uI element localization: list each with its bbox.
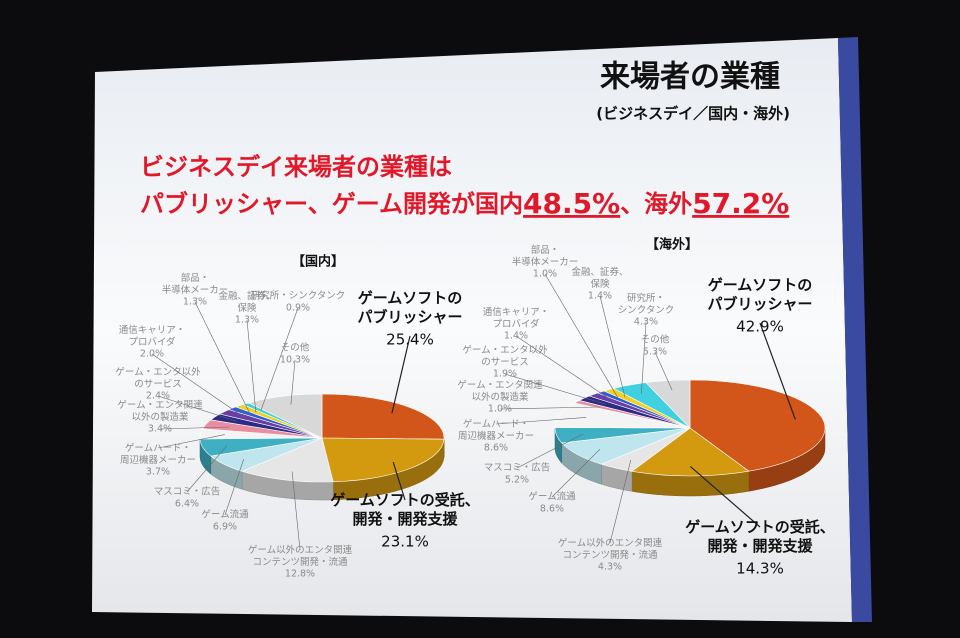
headline-part: パブリッシャー、ゲーム開発が国内	[140, 190, 523, 218]
leader-line	[290, 359, 296, 405]
category-label: ゲーム流通	[201, 509, 249, 521]
value-label-large: 42.9%	[736, 318, 784, 336]
pie-title: 【国内】	[292, 254, 344, 270]
value-label: 0.9%	[286, 303, 310, 314]
category-label: 研究所・シンクタンク	[251, 290, 346, 302]
value-label: 8.6%	[540, 504, 564, 515]
value-label: 1.4%	[588, 291, 612, 302]
leader-line	[151, 353, 244, 418]
leader-line	[159, 426, 230, 430]
category-label-large: ゲームソフトの受託、開発・開発支援	[330, 491, 480, 528]
value-label: 4.3%	[598, 562, 622, 573]
leader-line	[186, 445, 228, 493]
leader-line	[641, 321, 647, 394]
category-label: ゲームハード・周辺機器メーカー	[120, 442, 196, 466]
category-label: 通信キャリア・プロバイダ	[483, 306, 550, 330]
category-label: その他	[641, 334, 670, 346]
value-label: 1.4%	[504, 331, 528, 342]
pie-slice	[631, 427, 750, 477]
leader-line	[391, 335, 411, 414]
category-label: 部品・半導体メーカー	[162, 272, 229, 296]
category-label: 金融、証券、保険	[571, 266, 628, 290]
value-label: 1.3%	[183, 297, 207, 308]
category-label: マスコミ・広告	[484, 462, 551, 474]
value-label: 4.3%	[634, 317, 658, 328]
value-label: 10.3%	[280, 355, 310, 366]
category-label: ゲーム流通	[528, 491, 576, 503]
value-label: 1.9%	[493, 369, 517, 380]
leader-line	[495, 417, 587, 425]
category-label: ゲーム・エンタ以外のサービス	[462, 344, 548, 368]
headline: ビジネスデイ来場者の業種は	[140, 153, 452, 181]
category-label-large: ゲームソフトの受託、開発・開発支援	[685, 518, 835, 555]
slide-title: 来場者の業種	[600, 60, 780, 95]
pie-title: 【海外】	[646, 237, 698, 253]
category-label: 部品・半導体メーカー	[512, 244, 579, 268]
leader-line	[689, 465, 761, 528]
leader-line	[157, 395, 237, 422]
headline-part: 57.2%	[692, 187, 789, 220]
value-label: 1.0%	[488, 404, 512, 415]
leader-line	[599, 295, 626, 398]
leader-line	[516, 433, 584, 469]
category-label-large: ゲームソフトのパブリッシャー	[707, 276, 812, 313]
category-label: ゲーム以外のエンタ関連コンテンツ開発・流通	[248, 544, 353, 568]
value-label: 6.9%	[213, 522, 237, 533]
category-label-large: ゲームソフトのパブリッシャー	[357, 289, 462, 326]
leader-line	[260, 307, 299, 411]
leader-line	[157, 434, 225, 449]
headline-part: 48.5%	[523, 187, 620, 220]
value-label: 5.3%	[643, 347, 667, 358]
value-label: 2.0%	[140, 349, 164, 360]
leader-line	[246, 319, 257, 413]
leader-line	[609, 460, 632, 544]
pie-slice	[321, 437, 445, 483]
value-label-large: 14.3%	[736, 560, 784, 578]
leader-line	[291, 471, 301, 551]
pie-slice	[247, 393, 323, 439]
pie-slice	[689, 379, 826, 472]
category-label: 研究所・シンクタンク	[618, 292, 675, 316]
slide-edge	[838, 37, 872, 622]
leader-line	[392, 461, 406, 501]
value-label: 12.8%	[285, 569, 315, 580]
leader-line	[194, 301, 251, 415]
value-label-large: 23.1%	[381, 533, 429, 551]
leader-line	[504, 373, 606, 405]
value-label: 1.0%	[533, 269, 557, 280]
leader-line	[654, 351, 673, 391]
value-label: 1.3%	[235, 315, 259, 326]
headline-part: 、海外	[620, 190, 692, 218]
leader-line	[224, 458, 244, 516]
slide-subtitle: (ビジネスデイ／国内・海外)	[596, 105, 790, 123]
leader-line	[759, 322, 796, 420]
value-label: 8.6%	[484, 443, 508, 454]
value-label: 3.4%	[148, 424, 172, 435]
value-label: 6.4%	[175, 499, 199, 510]
value-label: 3.7%	[146, 467, 170, 478]
category-label: ゲーム・エンタ関連以外の製造業	[117, 399, 203, 423]
category-label: その他	[281, 342, 310, 354]
category-label: ゲーム以外のエンタ関連コンテンツ開発・流通	[558, 537, 663, 561]
category-label: ゲーム・エンタ以外のサービス	[115, 366, 201, 390]
leader-line	[544, 273, 619, 400]
leader-line	[515, 335, 613, 402]
leader-line	[499, 406, 600, 410]
category-label: マスコミ・広告	[154, 486, 221, 498]
leader-line	[551, 448, 601, 498]
value-label: 2.4%	[146, 391, 170, 402]
headline: パブリッシャー、ゲーム開発が国内48.5%、海外57.2%	[140, 187, 789, 220]
category-label: ゲームハード・周辺機器メーカー	[458, 418, 534, 442]
category-label: ゲーム・エンタ関連以外の製造業	[457, 379, 543, 403]
pie-slice	[241, 437, 334, 483]
category-label: 金融、証券、保険	[218, 290, 275, 314]
value-label: 5.2%	[505, 475, 529, 486]
category-label: 通信キャリア・プロバイダ	[119, 324, 186, 348]
pie-slice	[321, 393, 445, 440]
value-label-large: 25.4%	[386, 331, 434, 349]
